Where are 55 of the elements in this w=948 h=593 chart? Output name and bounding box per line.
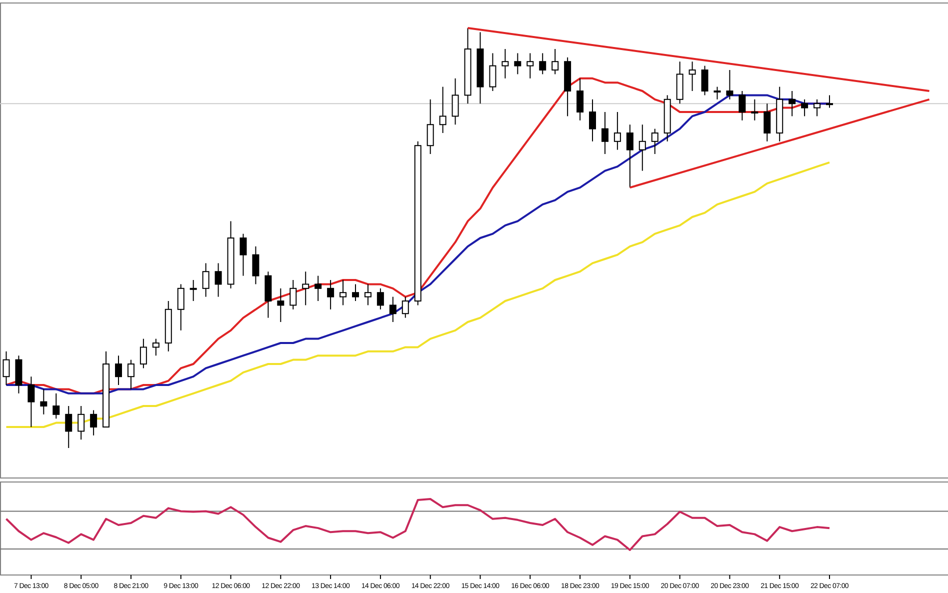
candlestick xyxy=(402,296,409,318)
candlestick xyxy=(376,288,384,310)
candlestick xyxy=(601,112,608,154)
candlestick xyxy=(738,90,746,121)
candlestick xyxy=(726,70,734,100)
candlestick xyxy=(340,280,347,306)
candlestick xyxy=(638,124,646,172)
candlestick xyxy=(626,124,634,188)
candlestick xyxy=(214,262,222,298)
candlestick xyxy=(90,410,98,436)
candlestick xyxy=(314,275,322,302)
candlestick xyxy=(651,128,658,154)
candlestick xyxy=(78,406,85,440)
candlestick xyxy=(140,338,147,369)
candlestick xyxy=(539,52,546,75)
candlestick xyxy=(502,48,509,79)
candlestick xyxy=(202,262,210,298)
candlestick xyxy=(389,296,396,322)
candlestick xyxy=(40,388,48,415)
candlestick xyxy=(177,284,184,331)
candlestick xyxy=(240,233,247,276)
candlestick xyxy=(814,98,821,117)
candlestick xyxy=(65,406,72,448)
candlestick xyxy=(277,288,284,322)
candlestick xyxy=(489,52,496,92)
candlestick xyxy=(52,392,60,420)
candlestick xyxy=(327,280,334,310)
candlestick xyxy=(552,48,559,75)
candlestick xyxy=(28,376,35,428)
candlestick xyxy=(115,355,122,386)
candlestick xyxy=(826,94,833,108)
candlestick xyxy=(2,350,10,386)
candlestick xyxy=(589,98,596,142)
candlestick xyxy=(714,86,721,100)
candlestick xyxy=(526,52,534,79)
candlestick xyxy=(302,271,310,306)
candlestick xyxy=(751,98,758,121)
candlestick xyxy=(614,112,621,150)
candlestick xyxy=(252,246,260,285)
candlestick xyxy=(788,90,796,117)
candlestick xyxy=(764,103,771,142)
candlestick xyxy=(190,280,197,302)
candlestick xyxy=(439,86,446,134)
candlestick xyxy=(364,284,372,306)
candlestick xyxy=(127,359,134,390)
candlestick xyxy=(514,52,522,75)
candlestick xyxy=(688,61,696,92)
candlestick xyxy=(290,280,297,310)
candlestick xyxy=(352,284,359,302)
candlestick xyxy=(801,98,808,117)
candlestick xyxy=(152,338,160,356)
candlestick xyxy=(426,98,434,154)
candlestick xyxy=(701,65,708,96)
candlestick xyxy=(576,78,584,121)
candlestick xyxy=(452,78,459,126)
